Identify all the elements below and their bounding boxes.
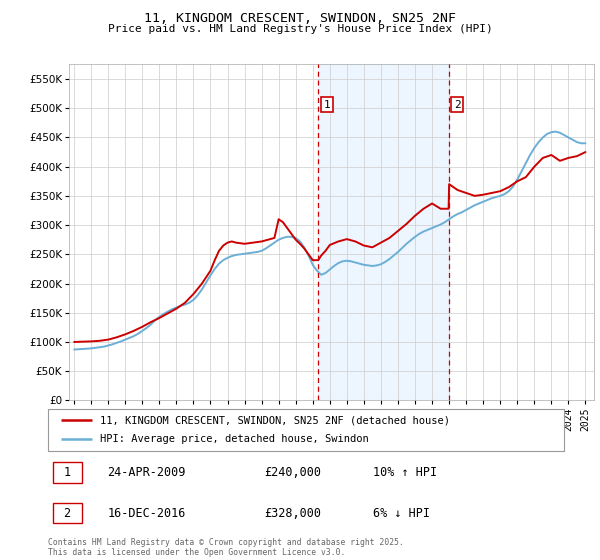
Text: 1: 1	[64, 466, 71, 479]
FancyBboxPatch shape	[53, 462, 82, 483]
Text: 16-DEC-2016: 16-DEC-2016	[107, 507, 186, 520]
Text: £240,000: £240,000	[265, 466, 322, 479]
Text: 6% ↓ HPI: 6% ↓ HPI	[373, 507, 430, 520]
Text: 24-APR-2009: 24-APR-2009	[107, 466, 186, 479]
Text: 10% ↑ HPI: 10% ↑ HPI	[373, 466, 437, 479]
Text: 1: 1	[323, 100, 330, 110]
Text: 11, KINGDOM CRESCENT, SWINDON, SN25 2NF: 11, KINGDOM CRESCENT, SWINDON, SN25 2NF	[144, 12, 456, 25]
Bar	[318, 64, 449, 400]
Text: £328,000: £328,000	[265, 507, 322, 520]
Text: Contains HM Land Registry data © Crown copyright and database right 2025.
This d: Contains HM Land Registry data © Crown c…	[48, 538, 404, 557]
Text: HPI: Average price, detached house, Swindon: HPI: Average price, detached house, Swin…	[100, 435, 368, 445]
FancyBboxPatch shape	[48, 409, 564, 451]
Text: 2: 2	[64, 507, 71, 520]
FancyBboxPatch shape	[53, 503, 82, 524]
Text: 11, KINGDOM CRESCENT, SWINDON, SN25 2NF (detached house): 11, KINGDOM CRESCENT, SWINDON, SN25 2NF …	[100, 415, 449, 425]
Text: Price paid vs. HM Land Registry's House Price Index (HPI): Price paid vs. HM Land Registry's House …	[107, 24, 493, 34]
Text: 2: 2	[454, 100, 460, 110]
